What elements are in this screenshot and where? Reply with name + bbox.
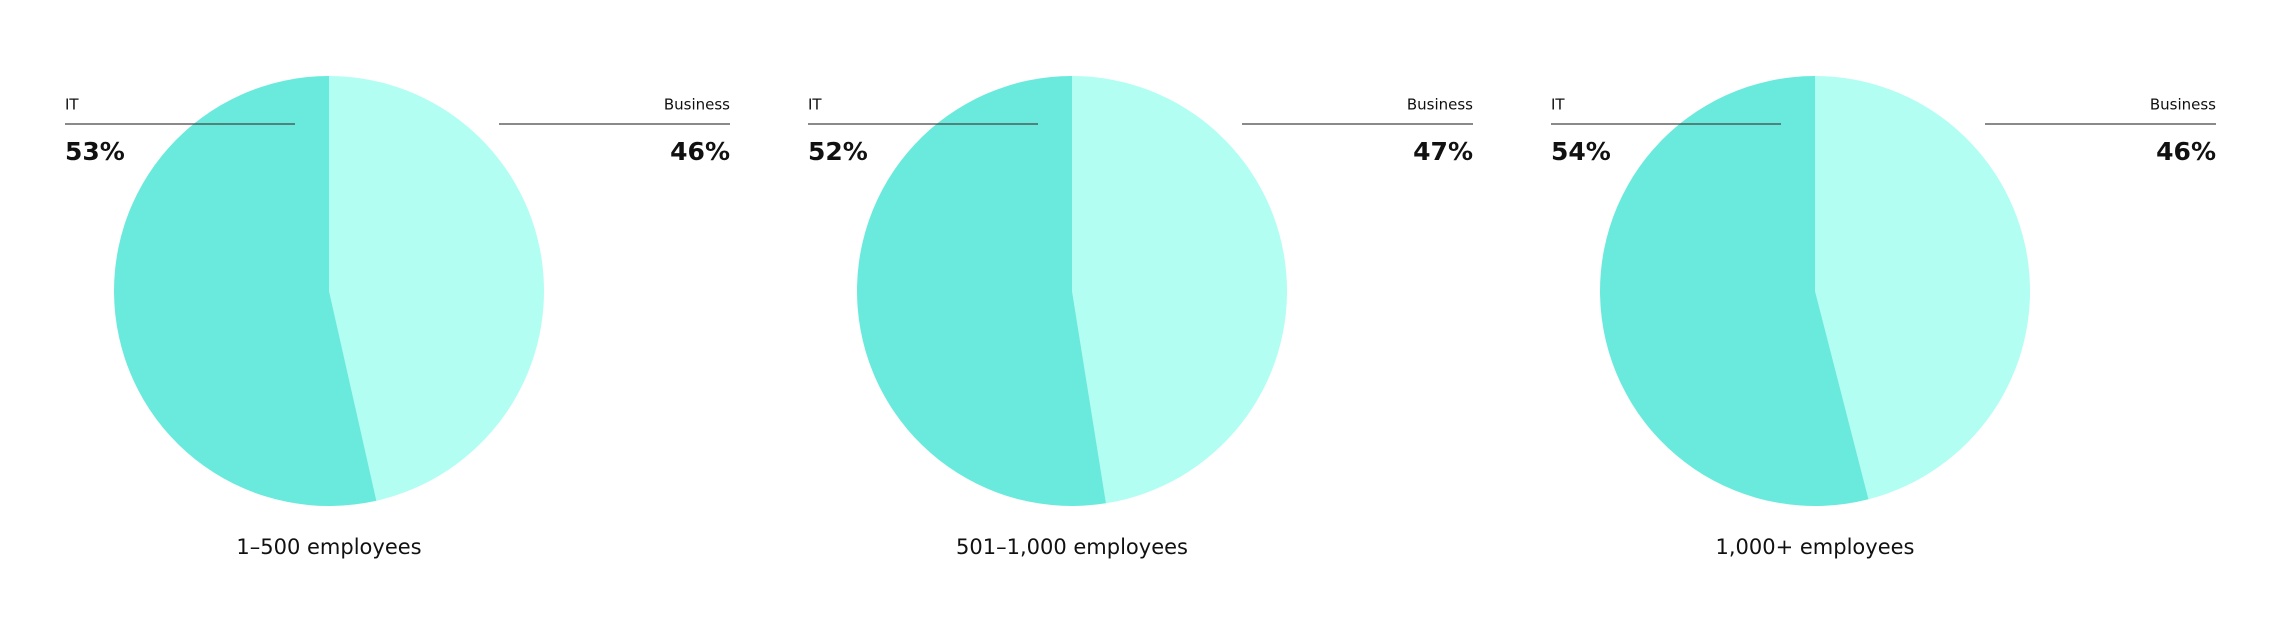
category-label: Business: [664, 96, 730, 114]
chart-title: 1–500 employees: [236, 535, 421, 559]
value-label: 52%: [808, 137, 868, 166]
value-label: 46%: [670, 137, 730, 166]
chart-title: 1,000+ employees: [1716, 535, 1915, 559]
pie-slice: [1600, 76, 1869, 506]
category-label: IT: [65, 96, 79, 114]
value-label: 46%: [2156, 137, 2216, 166]
pie-slice: [329, 76, 544, 501]
value-label: 53%: [65, 137, 125, 166]
value-label: 54%: [1551, 137, 1611, 166]
chart-title: 501–1,000 employees: [956, 535, 1188, 559]
category-label: IT: [1551, 96, 1565, 114]
category-label: IT: [808, 96, 822, 114]
pie-slice: [113, 76, 377, 506]
value-label: 47%: [1413, 137, 1473, 166]
pie-slice: [1072, 76, 1287, 504]
category-label: Business: [2150, 96, 2216, 114]
category-label: Business: [1407, 96, 1473, 114]
pie-slice: [1815, 76, 2031, 500]
pie-slice: [856, 76, 1106, 507]
